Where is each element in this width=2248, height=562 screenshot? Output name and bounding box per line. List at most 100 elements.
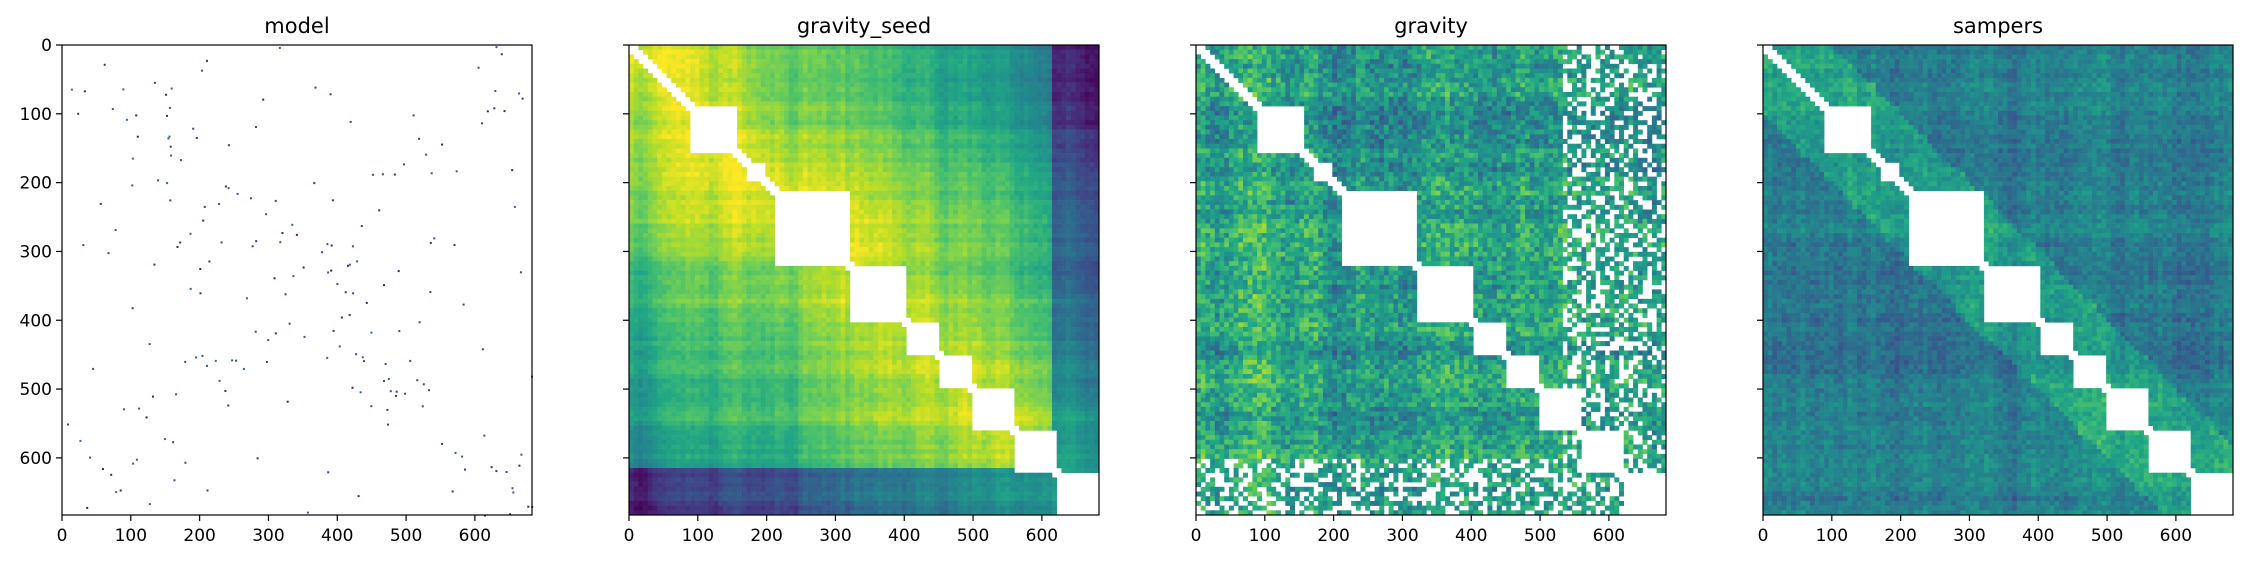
heatmap-cell [911,148,916,153]
heatmap-cell [1014,64,1019,69]
heatmap-cell [963,64,968,69]
heatmap-cell [165,94,167,96]
heatmap-cell [836,186,841,191]
heatmap-cell [878,153,883,158]
heatmap-cell [756,238,761,243]
heatmap-cell [657,289,662,294]
heatmap-cell [939,205,944,210]
heatmap-cell [638,214,643,219]
heatmap-cell [873,125,878,130]
heatmap-cell [906,87,911,92]
heatmap-cell [1019,101,1024,106]
heatmap-cell [850,153,855,158]
heatmap-cell [742,242,747,247]
heatmap-cell [902,125,907,130]
heatmap-cell [911,271,916,276]
heatmap-cell [718,97,723,102]
heatmap-cell [982,195,987,200]
heatmap-cell [977,125,982,130]
heatmap-cell [751,97,756,102]
heatmap-cell [643,181,648,186]
heatmap-cell [775,101,780,106]
heatmap-cell [695,257,700,262]
heatmap-cell [963,205,968,210]
heatmap-cell [1076,285,1081,290]
heatmap-cell [1038,271,1043,276]
heatmap-cell [1047,280,1052,285]
heatmap-cell [784,101,789,106]
heatmap-cell [935,73,940,78]
heatmap-cell [1019,186,1024,191]
heatmap-cell [728,73,733,78]
heatmap-cell [822,130,827,135]
heatmap-cell [1024,271,1029,276]
heatmap-cell [831,130,836,135]
heatmap-cell [257,457,259,459]
heatmap-cell [897,139,902,144]
heatmap-cell [850,120,855,125]
heatmap-cell [967,45,972,50]
heatmap-cell [174,479,176,481]
heatmap-cell [667,224,672,229]
heatmap-cell [690,233,695,238]
heatmap-cell [765,214,770,219]
heatmap-cell [1010,214,1015,219]
heatmap-cell [643,120,648,125]
heatmap-cell [892,59,897,64]
heatmap-cell [1052,78,1057,83]
heatmap-cell [1024,181,1029,186]
heatmap-cell [1047,181,1052,186]
heatmap-cell [1005,158,1010,163]
heatmap-cell [1038,144,1043,149]
heatmap-cell [206,365,208,367]
heatmap-cell [1066,219,1071,224]
heatmap-cell [648,87,653,92]
heatmap-cell [888,163,893,168]
heatmap-cell [657,130,662,135]
heatmap-cell [1014,134,1019,139]
heatmap-cell [1005,172,1010,177]
heatmap-cell [634,285,639,290]
heatmap-cell [1061,205,1066,210]
heatmap-cell [798,120,803,125]
heatmap-cell [779,64,784,69]
heatmap-cell [732,275,737,280]
heatmap-cell [643,205,648,210]
heatmap-cell [1038,257,1043,262]
heatmap-cell [667,153,672,158]
heatmap-cell [704,87,709,92]
heatmap-cell [1071,233,1076,238]
heatmap-cell [728,54,733,59]
heatmap-cell [949,233,954,238]
heatmap-cell [963,247,968,252]
heatmap-cell [803,64,808,69]
heatmap-cell [859,195,864,200]
heatmap-cell [695,87,700,92]
heatmap-cell [482,348,484,350]
heatmap-cell [925,106,930,111]
heatmap-cell [718,266,723,271]
heatmap-cell [751,205,756,210]
heatmap-cell [709,97,714,102]
heatmap-cell [1010,210,1015,215]
heatmap-cell [681,247,686,252]
heatmap-cell [836,271,841,276]
heatmap-cell [935,186,940,191]
heatmap-cell [855,87,860,92]
heatmap-cell [313,182,315,184]
heatmap-cell [657,148,662,153]
heatmap-cell [681,106,686,111]
heatmap-cell [756,97,761,102]
heatmap-cell [916,134,921,139]
heatmap-cell [812,172,817,177]
heatmap-cell [1052,172,1057,177]
heatmap-cell [747,45,752,50]
heatmap-cell [883,134,888,139]
heatmap-cell [723,242,728,247]
heatmap-cell [779,73,784,78]
heatmap-cell [1000,106,1005,111]
heatmap-cell [89,457,91,459]
heatmap-cell [850,177,855,182]
heatmap-cell [897,247,902,252]
heatmap-cell [996,224,1001,229]
